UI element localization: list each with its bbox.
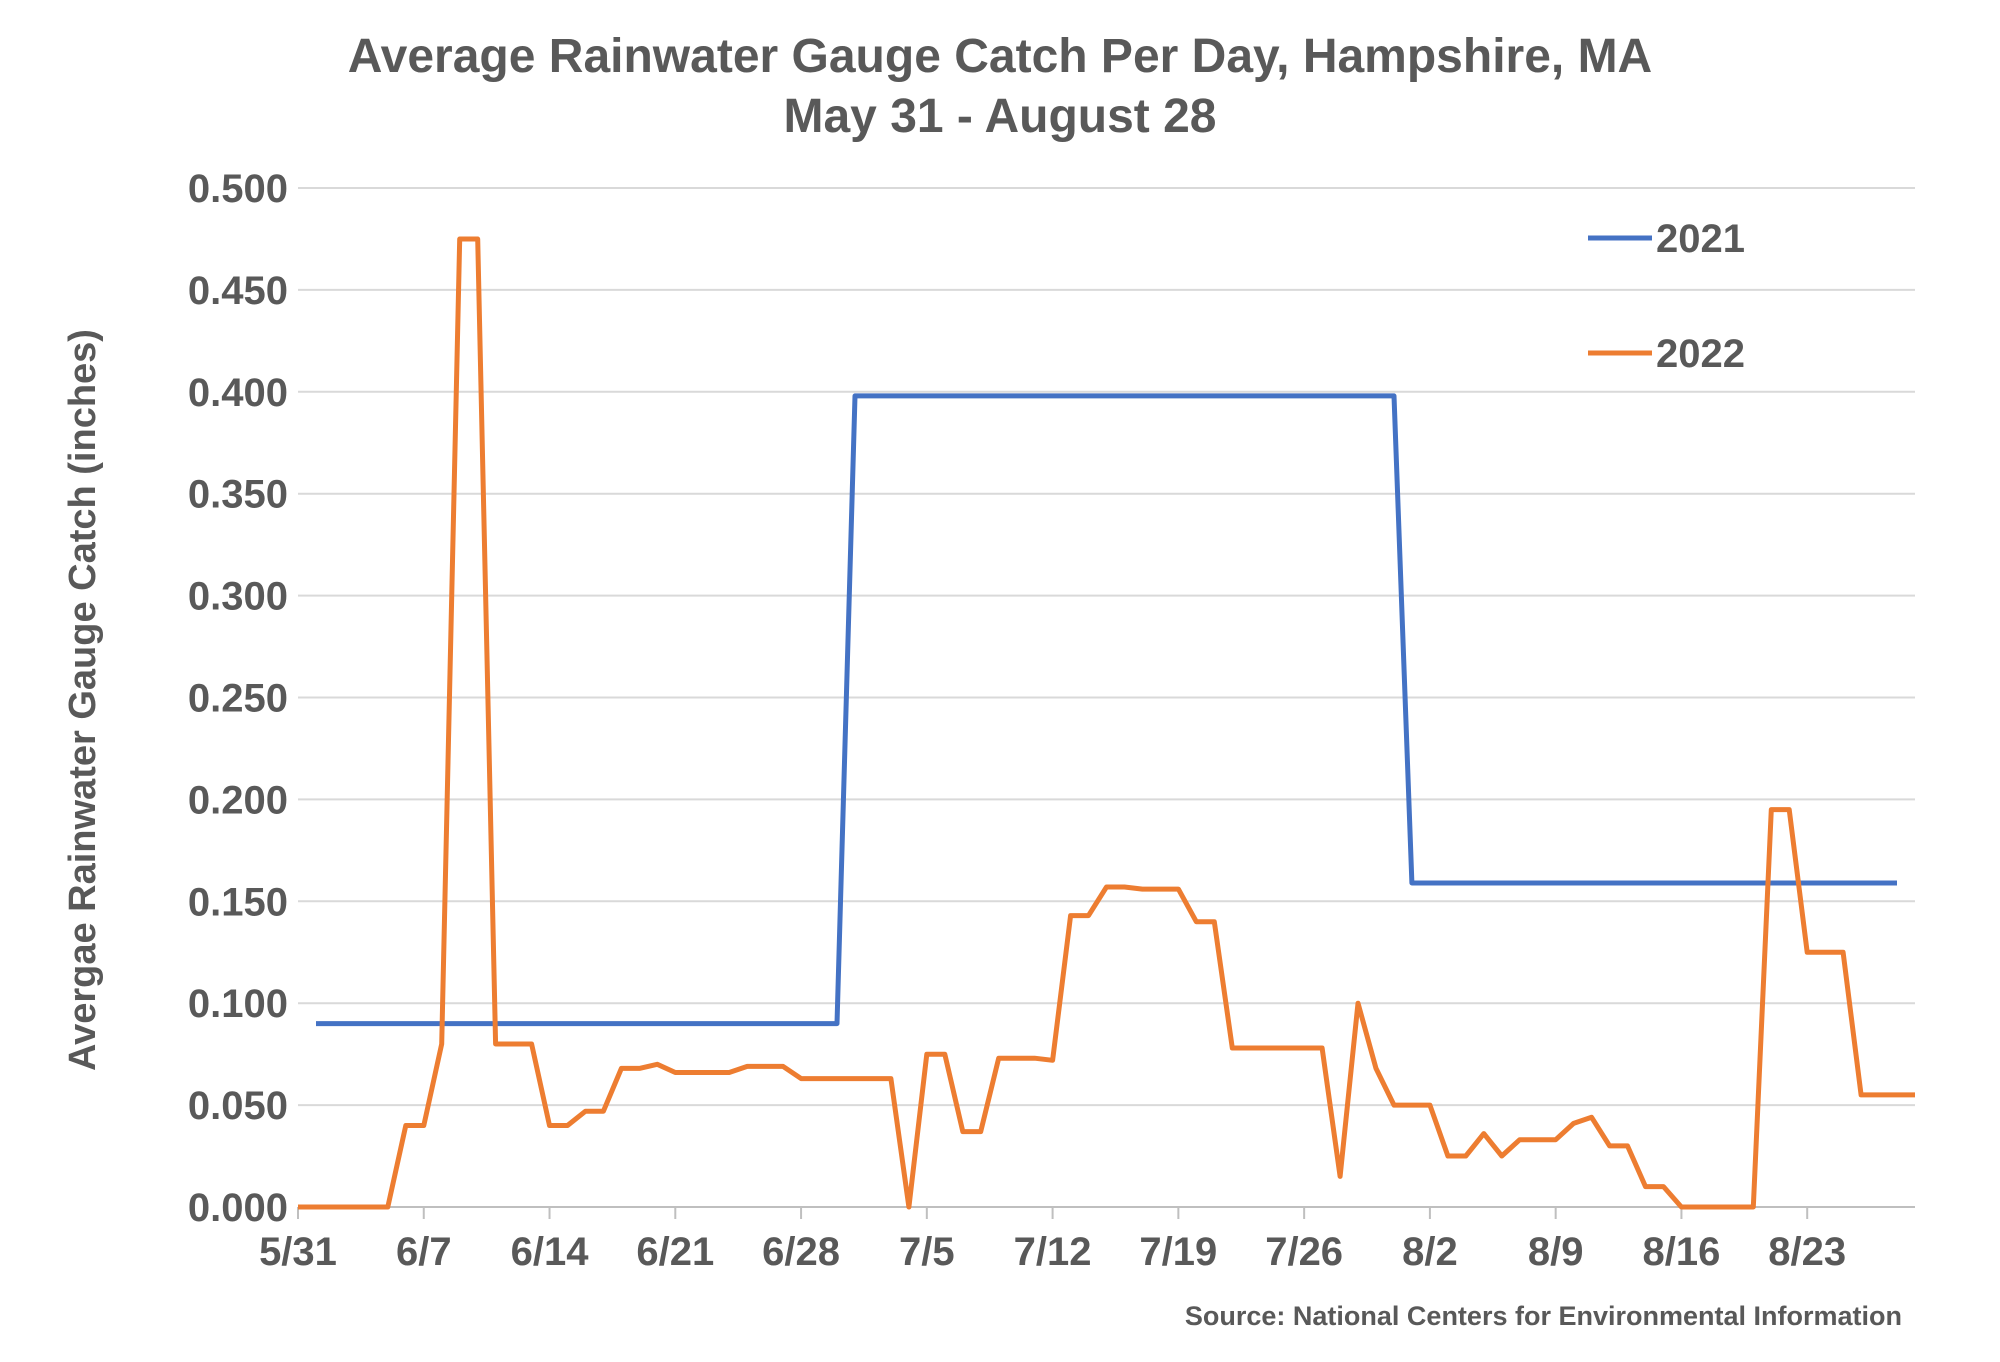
x-tick-label: 6/14: [511, 1230, 590, 1274]
y-tick-label: 0.500: [188, 167, 288, 211]
chart-title: Average Rainwater Gauge Catch Per Day, H…: [348, 30, 1652, 83]
series-line-2022: [298, 236, 1915, 1210]
chart-subtitle: May 31 - August 28: [783, 90, 1216, 143]
x-tick-label: 7/5: [899, 1230, 955, 1274]
source-note: Source: National Centers for Environment…: [1185, 1301, 1902, 1331]
series-line-2021: [316, 393, 1897, 1027]
x-axis-ticks: 5/31 6/7 6/14 6/21 6/28 7/5 7/12 7/19 7/26 8/2 8/9…: [259, 1207, 1846, 1274]
x-tick-label: 8/16: [1643, 1230, 1721, 1274]
x-tick-label: 7/26: [1265, 1230, 1343, 1274]
y-tick-label: 0.400: [188, 371, 288, 415]
x-tick-label: 8/9: [1528, 1230, 1584, 1274]
y-tick-label: 0.450: [188, 269, 288, 313]
x-tick-label: 6/28: [762, 1230, 840, 1274]
y-tick-label: 0.200: [188, 778, 288, 822]
y-tick-label: 0.150: [188, 880, 288, 924]
y-tick-label: 0.350: [188, 473, 288, 517]
x-tick-label: 8/2: [1402, 1230, 1458, 1274]
y-tick-label: 0.300: [188, 575, 288, 619]
y-tick-label: 0.000: [188, 1186, 288, 1230]
y-tick-label: 0.050: [188, 1084, 288, 1128]
x-tick-label: 7/12: [1014, 1230, 1092, 1274]
series-lines: [298, 236, 1915, 1210]
y-tick-label: 0.100: [188, 982, 288, 1026]
y-axis-ticks: 0.000 0.050 0.100 0.150 0.200 0.250 0.300 0.350…: [188, 167, 288, 1230]
y-tick-label: 0.250: [188, 677, 288, 721]
x-tick-label: 7/19: [1139, 1230, 1217, 1274]
legend-label-2021: 2021: [1656, 217, 1745, 261]
x-tick-label: 6/21: [636, 1230, 714, 1274]
legend: 2021 2022: [1588, 217, 1745, 376]
y-axis-label: Avergae Rainwater Gauge Catch (inches): [62, 329, 104, 1071]
x-tick-label: 8/23: [1768, 1230, 1846, 1274]
x-tick-label: 5/31: [259, 1230, 337, 1274]
x-tick-label: 6/7: [396, 1230, 452, 1274]
gridlines: [298, 187, 1915, 1208]
legend-label-2022: 2022: [1656, 332, 1745, 376]
